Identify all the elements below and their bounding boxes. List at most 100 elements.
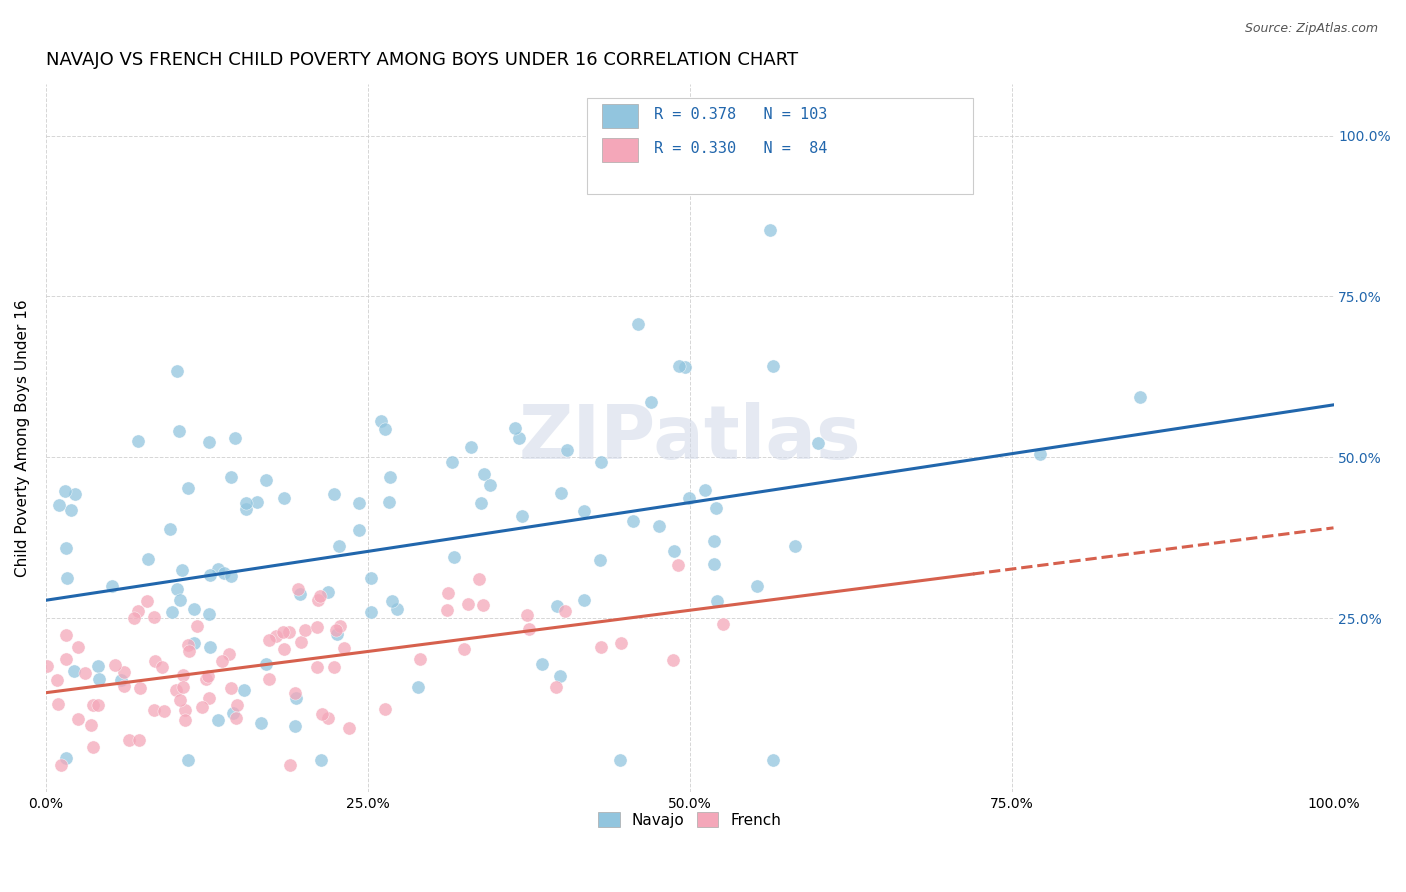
Point (222, 706, 245, 720)
Point (86, 659, 108, 673)
Point (219, 569, 242, 583)
Point (678, 491, 700, 506)
Point (374, 702, 396, 716)
Point (704, 500, 727, 515)
Point (287, 582, 309, 596)
Point (380, 470, 402, 484)
Point (378, 494, 401, 508)
Point (224, 431, 246, 445)
Point (200, 567, 222, 582)
Point (572, 593, 595, 607)
Point (165, 682, 187, 697)
Point (347, 496, 370, 510)
Point (129, 681, 152, 695)
Point (254, 657, 277, 671)
Point (49, 758, 72, 772)
Point (472, 467, 495, 482)
Point (218, 647, 240, 661)
Point (143, 610, 166, 624)
Point (55, 751, 77, 765)
Point (56, 571, 79, 585)
Point (322, 487, 344, 501)
Point (128, 733, 150, 747)
Point (711, 617, 734, 632)
Point (225, 698, 247, 713)
Point (60, 502, 83, 516)
Point (53, 483, 76, 498)
Point (235, 496, 257, 510)
Point (46, 697, 69, 711)
Point (174, 703, 197, 717)
Point (472, 598, 495, 612)
Point (170, 563, 193, 577)
Point (264, 629, 287, 643)
Point (457, 597, 479, 611)
Point (277, 624, 299, 639)
Point (246, 495, 269, 509)
Point (150, 659, 173, 673)
Point (104, 658, 127, 673)
Point (207, 714, 229, 728)
Point (519, 622, 541, 636)
Point (550, 486, 572, 500)
Point (621, 514, 644, 528)
Point (162, 606, 184, 620)
Point (626, 317, 648, 331)
Text: R = 0.330   N =  84: R = 0.330 N = 84 (654, 141, 827, 155)
Point (221, 469, 243, 483)
Point (55, 541, 77, 555)
Point (122, 611, 145, 625)
Bar (586, 98, 973, 194)
Point (548, 669, 571, 683)
Point (762, 753, 785, 767)
Point (198, 640, 221, 655)
Point (142, 703, 165, 717)
Point (257, 672, 280, 686)
Point (166, 363, 188, 377)
Point (138, 552, 160, 566)
Point (762, 359, 785, 373)
Bar (602, 138, 638, 162)
Point (82, 740, 104, 755)
Point (503, 420, 526, 434)
Point (284, 690, 307, 705)
Point (745, 580, 768, 594)
Point (273, 491, 295, 506)
Point (112, 679, 135, 693)
Point (437, 585, 460, 599)
Point (374, 422, 396, 436)
Point (212, 566, 235, 581)
Point (169, 592, 191, 607)
Point (112, 665, 135, 679)
Point (67, 712, 90, 726)
Point (436, 603, 458, 617)
Point (143, 654, 166, 668)
Point (87, 698, 110, 713)
Point (453, 642, 475, 657)
Point (648, 518, 671, 533)
Point (347, 524, 370, 538)
Point (284, 686, 307, 700)
Text: ZIPatlas: ZIPatlas (519, 401, 860, 475)
Point (308, 589, 330, 603)
Point (197, 691, 219, 706)
Point (250, 716, 273, 731)
Point (186, 619, 208, 633)
Point (110, 673, 132, 687)
Point (555, 442, 578, 457)
Point (702, 533, 724, 548)
Point (254, 474, 277, 488)
Point (271, 625, 294, 640)
Point (370, 414, 392, 428)
Point (409, 652, 432, 666)
Point (166, 582, 188, 596)
Point (311, 707, 333, 722)
Legend: Navajo, French: Navajo, French (592, 805, 787, 834)
Point (89, 672, 111, 686)
Point (45, 673, 67, 688)
Bar (602, 104, 638, 128)
Point (194, 672, 217, 686)
Point (172, 680, 194, 694)
Point (387, 602, 409, 616)
Point (668, 359, 690, 373)
